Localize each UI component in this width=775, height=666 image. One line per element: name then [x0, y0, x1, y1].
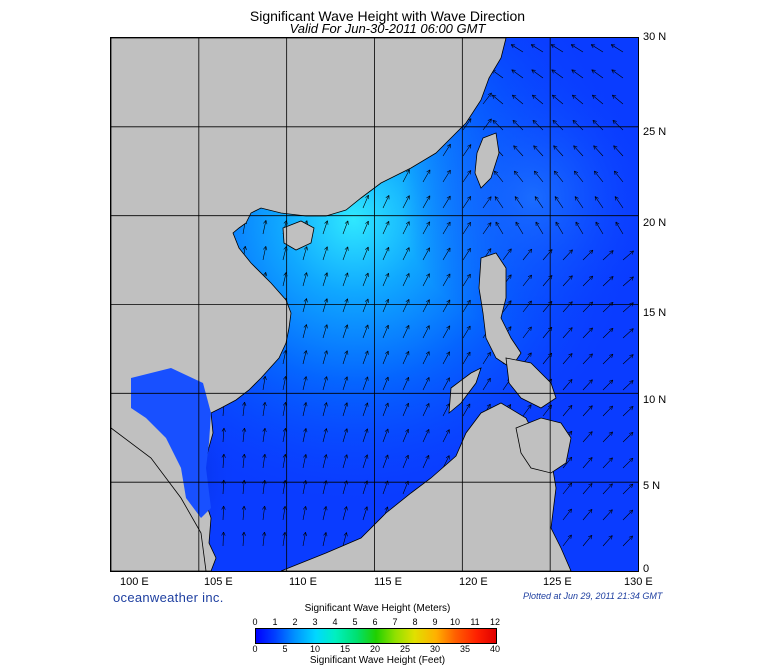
- colorbar: [255, 628, 497, 644]
- colorbar-tick-meters: 4: [332, 617, 337, 627]
- colorbar-title-meters: Significant Wave Height (Meters): [0, 603, 755, 614]
- colorbar-tick-meters: 0: [252, 617, 257, 627]
- plotted-timestamp: Plotted at Jun 29, 2011 21:34 GMT: [523, 591, 662, 601]
- lon-label-130e: 130 E: [624, 576, 653, 588]
- lat-label-0: 0: [643, 563, 649, 575]
- colorbar-tick-meters: 11: [470, 617, 479, 627]
- lat-label-5n: 5 N: [643, 480, 660, 492]
- lon-label-105e: 105 E: [204, 576, 233, 588]
- colorbar-tick-meters: 6: [372, 617, 377, 627]
- lon-label-100e: 100 E: [120, 576, 149, 588]
- colorbar-tick-feet: 15: [340, 644, 350, 654]
- colorbar-tick-meters: 5: [352, 617, 357, 627]
- lat-label-20n: 20 N: [643, 217, 666, 229]
- colorbar-tick-meters: 3: [312, 617, 317, 627]
- lat-label-25n: 25 N: [643, 126, 666, 138]
- colorbar-tick-feet: 0: [252, 644, 257, 654]
- colorbar-title-feet: Significant Wave Height (Feet): [0, 655, 755, 666]
- lon-label-115e: 115 E: [374, 576, 402, 588]
- lon-label-120e: 120 E: [459, 576, 488, 588]
- colorbar-tick-meters: 2: [292, 617, 297, 627]
- colorbar-tick-feet: 20: [370, 644, 380, 654]
- lat-label-10n: 10 N: [643, 394, 666, 406]
- map-svg: [111, 38, 638, 571]
- colorbar-tick-meters: 12: [490, 617, 500, 627]
- colorbar-tick-feet: 25: [400, 644, 410, 654]
- colorbar-tick-feet: 10: [310, 644, 320, 654]
- wave-height-map[interactable]: [110, 37, 639, 572]
- colorbar-tick-feet: 30: [430, 644, 440, 654]
- lat-label-15n: 15 N: [643, 307, 666, 319]
- lon-label-125e: 125 E: [543, 576, 572, 588]
- colorbar-tick-meters: 9: [432, 617, 437, 627]
- colorbar-tick-feet: 5: [282, 644, 287, 654]
- colorbar-tick-feet: 40: [490, 644, 500, 654]
- lon-label-110e: 110 E: [289, 576, 317, 588]
- lat-label-30n: 30 N: [643, 31, 666, 43]
- colorbar-tick-meters: 1: [272, 617, 277, 627]
- colorbar-tick-feet: 35: [460, 644, 470, 654]
- colorbar-tick-meters: 8: [412, 617, 417, 627]
- colorbar-tick-meters: 10: [450, 617, 460, 627]
- colorbar-tick-meters: 7: [392, 617, 397, 627]
